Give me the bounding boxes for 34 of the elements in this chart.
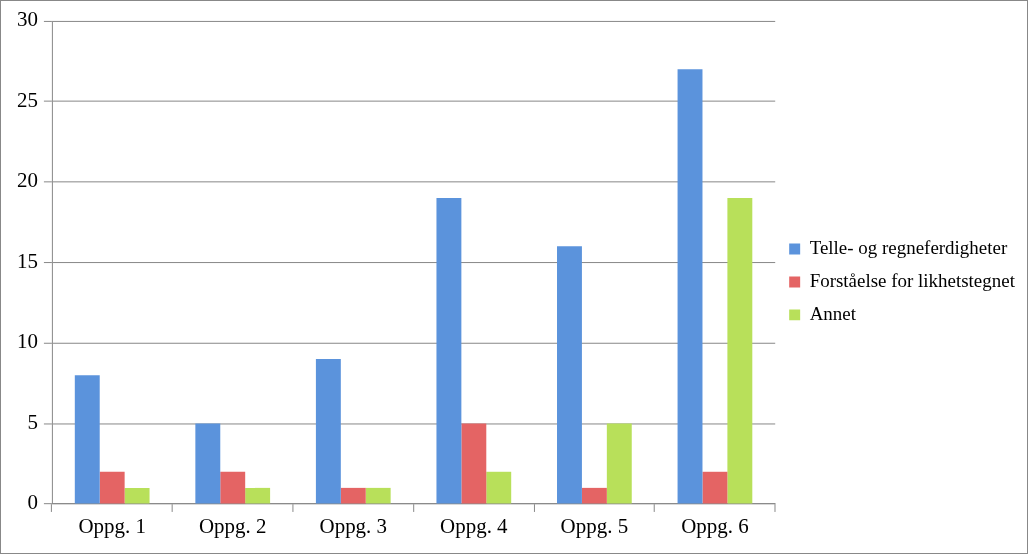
bar bbox=[486, 471, 512, 504]
bar bbox=[195, 423, 221, 504]
legend-label: Forståelse for likhetstegnet bbox=[809, 269, 1016, 291]
bar bbox=[340, 487, 366, 504]
bar bbox=[315, 359, 341, 504]
bar bbox=[606, 423, 632, 504]
bar bbox=[74, 375, 100, 504]
x-tick-label: Oppg. 2 bbox=[198, 514, 267, 538]
bar bbox=[461, 423, 487, 504]
y-tick-label: 0 bbox=[27, 490, 38, 515]
legend-label: Telle- og regneferdigheter bbox=[809, 237, 1008, 259]
bar bbox=[677, 69, 703, 504]
x-tick-label: Oppg. 3 bbox=[319, 514, 388, 538]
y-tick-label: 30 bbox=[16, 7, 38, 32]
bar bbox=[245, 487, 271, 504]
y-tick-label: 5 bbox=[27, 409, 38, 434]
y-tick-label: 10 bbox=[16, 329, 38, 354]
bar bbox=[436, 198, 462, 504]
bar bbox=[727, 198, 753, 504]
bar bbox=[702, 471, 728, 504]
bar bbox=[124, 487, 150, 504]
y-tick-label: 15 bbox=[16, 248, 38, 273]
legend-label: Annet bbox=[809, 302, 857, 324]
x-tick-label: Oppg. 5 bbox=[560, 514, 629, 538]
x-tick-label: Oppg. 6 bbox=[681, 514, 749, 538]
x-tick-label: Oppg. 1 bbox=[78, 514, 146, 538]
x-tick-label: Oppg. 4 bbox=[440, 514, 509, 538]
bar bbox=[557, 246, 582, 504]
bar bbox=[220, 471, 246, 504]
bar bbox=[99, 471, 125, 504]
y-tick-label: 25 bbox=[16, 87, 38, 112]
bar bbox=[365, 487, 391, 504]
y-tick-label: 20 bbox=[16, 168, 38, 193]
bar bbox=[581, 487, 607, 504]
